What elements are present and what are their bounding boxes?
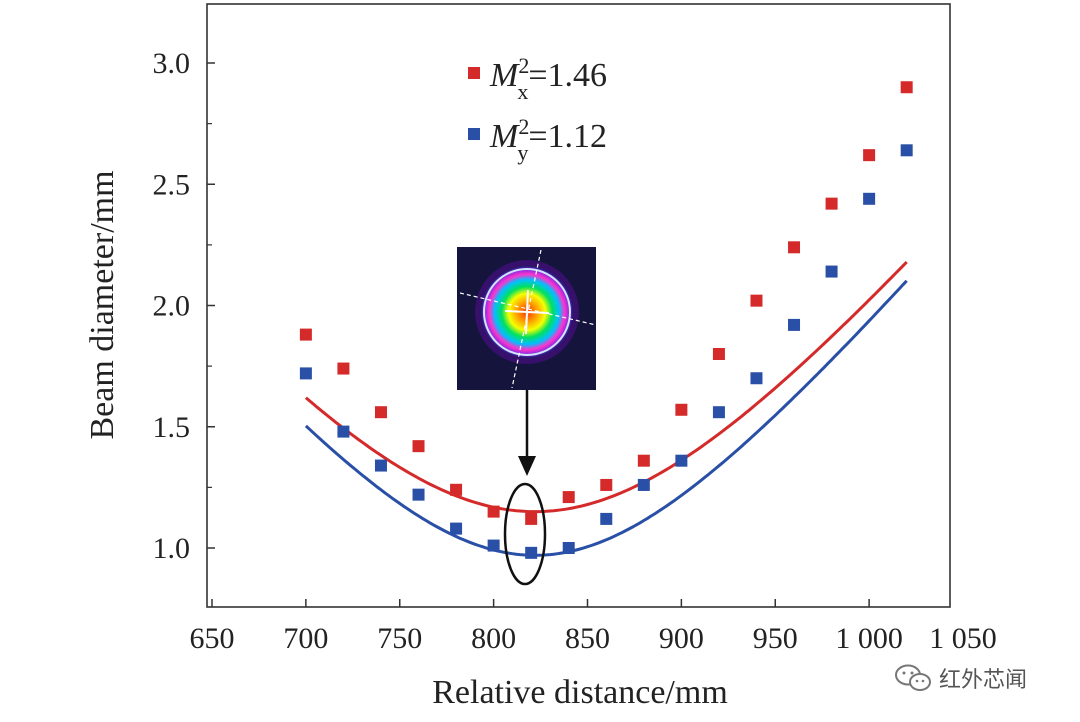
data-point-y — [863, 192, 876, 205]
data-point-x — [788, 241, 801, 254]
data-point-x — [825, 197, 838, 210]
data-point-y — [374, 459, 387, 472]
data-point-y — [788, 318, 801, 331]
y-tick-label: 3.0 — [153, 47, 191, 80]
data-point-x — [562, 491, 575, 504]
x-tick-label: 900 — [659, 622, 704, 655]
watermark-label: 红外芯闻 — [939, 668, 1028, 693]
legend-symbol-y: M — [489, 118, 520, 155]
data-point-x — [750, 294, 763, 307]
legend-entry-x: M2 x=1.46 — [489, 53, 607, 104]
data-point-x — [712, 348, 725, 360]
waist-ellipse — [503, 482, 547, 586]
legend-subscript-y: y — [517, 140, 528, 165]
legend-subscript-x: x — [517, 79, 528, 104]
x-tick-label: 950 — [753, 622, 798, 655]
data-point-x — [450, 483, 463, 496]
data-point-y — [675, 454, 688, 467]
x-tick-labels: 650 700 750 800 850 900 950 1 000 1 050 — [190, 622, 997, 655]
watermark: 红外芯闻 — [893, 660, 1063, 696]
x-axis-title: Relative distance/mm — [432, 674, 728, 711]
data-point-x — [863, 149, 876, 162]
y-tick-label: 2.5 — [153, 168, 191, 201]
data-point-x — [412, 440, 425, 453]
data-point-x — [299, 328, 312, 341]
x-tick-label: 650 — [190, 622, 235, 655]
legend-symbol-x: M — [489, 57, 520, 94]
data-point-x — [637, 454, 650, 467]
y-tick-label: 2.0 — [153, 290, 191, 323]
legend-marker-y — [468, 128, 480, 140]
legend-value-x: =1.46 — [528, 57, 607, 94]
data-point-x — [675, 403, 688, 416]
inset-axis-x — [459, 292, 597, 326]
axis-ticks — [207, 62, 870, 607]
x-tick-label: 700 — [283, 622, 328, 655]
data-point-y — [825, 265, 838, 278]
data-point-y — [637, 478, 650, 491]
legend: M2 x=1.46 M2 y=1.12 — [468, 53, 607, 165]
data-point-x — [374, 406, 387, 419]
data-point-x — [487, 505, 500, 518]
legend-entry-y: M2 y=1.12 — [489, 114, 607, 165]
data-point-y — [750, 372, 763, 385]
legend-superscript-y: 2 — [518, 114, 529, 139]
x-tick-label: 800 — [471, 622, 516, 655]
beam-profile-inset — [457, 247, 597, 390]
data-point-y — [900, 144, 913, 157]
arrow-head — [518, 456, 536, 476]
data-point-y — [712, 406, 725, 419]
inset-cross-v — [525, 289, 529, 335]
data-markers — [299, 81, 913, 559]
beam-ellipse — [483, 268, 571, 356]
data-point-y — [412, 488, 425, 501]
fit-curves — [304, 260, 908, 557]
x-tick-label: 750 — [377, 622, 422, 655]
data-point-y — [562, 542, 575, 554]
data-point-x — [900, 81, 913, 94]
x-tick-label: 1 050 — [929, 622, 997, 655]
data-point-y — [299, 367, 312, 380]
data-point-y — [450, 522, 463, 535]
x-tick-label: 850 — [565, 622, 610, 655]
legend-value-y: =1.12 — [528, 118, 607, 155]
y-tick-labels: 1.0 1.5 2.0 2.5 3.0 — [153, 47, 191, 565]
waist-annotation — [503, 390, 547, 586]
wechat-icon — [895, 664, 931, 691]
legend-superscript-x: 2 — [518, 53, 529, 78]
legend-marker-x — [468, 67, 480, 79]
data-point-y — [487, 539, 500, 552]
fit-curve-y — [304, 279, 908, 557]
y-tick-label: 1.5 — [153, 411, 191, 444]
y-tick-label: 1.0 — [153, 532, 191, 565]
data-point-y — [525, 546, 538, 559]
fit-curve-x — [304, 260, 908, 514]
data-point-y — [600, 512, 613, 525]
y-axis-title: Beam diameter/mm — [84, 170, 121, 439]
data-point-x — [337, 362, 350, 375]
data-point-y — [337, 425, 350, 438]
data-point-x — [600, 478, 613, 491]
x-tick-label: 1 000 — [835, 622, 903, 655]
data-point-x — [525, 512, 538, 525]
